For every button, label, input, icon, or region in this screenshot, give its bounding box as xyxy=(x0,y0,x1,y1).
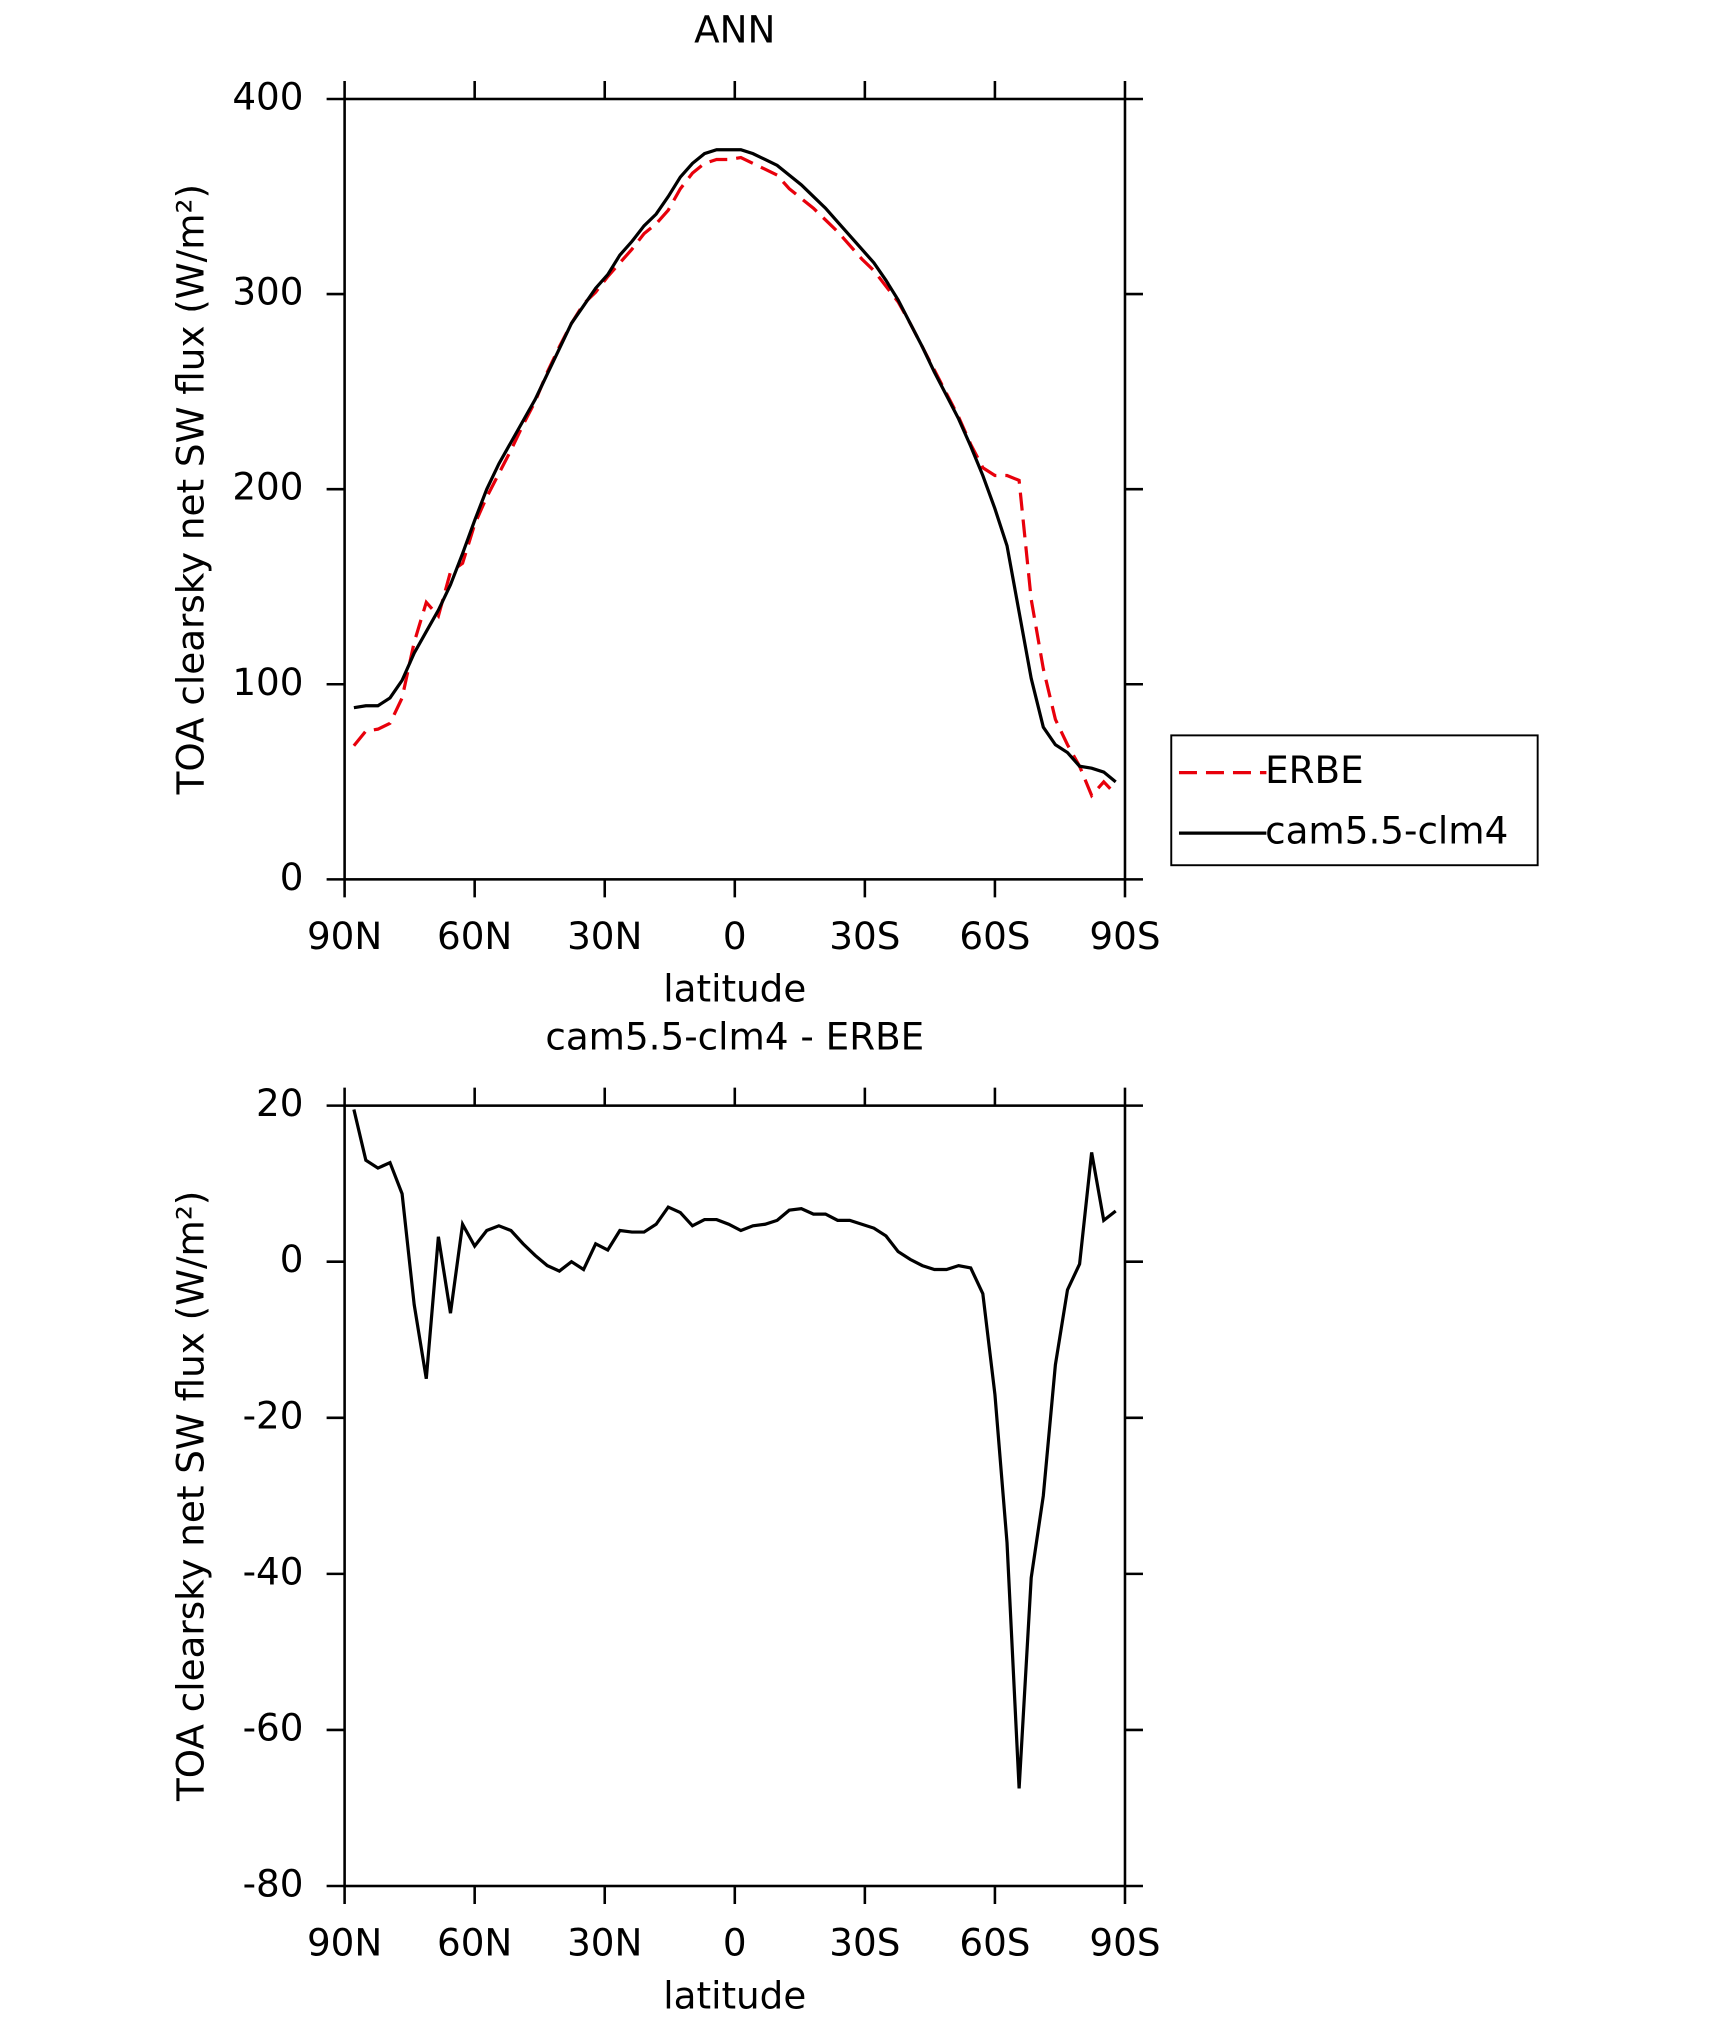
x-tick-label: 90N xyxy=(307,1921,382,1965)
x-tick-label: 60S xyxy=(959,1921,1030,1965)
y-tick-label: 0 xyxy=(280,1237,304,1281)
plot-frame xyxy=(343,97,1127,881)
y-tick-label: -60 xyxy=(243,1705,304,1749)
x-tick-label: 30S xyxy=(829,914,900,958)
y-tick-label: 400 xyxy=(232,74,303,118)
y-tick-label: 20 xyxy=(256,1081,303,1125)
y-tick-label: 300 xyxy=(232,270,303,314)
x-tick-label: 90N xyxy=(307,914,382,958)
y-tick-label: 200 xyxy=(232,465,303,509)
legend-label: cam5.5-clm4 xyxy=(1265,809,1508,853)
x-tick-label: 30N xyxy=(567,914,642,958)
x-tick-label: 30N xyxy=(567,1921,642,1965)
y-axis-label: TOA clearsky net SW flux (W/m²) xyxy=(168,1191,212,1802)
chart-title: ANN xyxy=(694,8,775,52)
data-line xyxy=(352,1109,1117,1789)
x-tick-label: 60N xyxy=(437,914,512,958)
x-axis-label: latitude xyxy=(663,967,806,1011)
x-tick-label: 30S xyxy=(829,1921,900,1965)
y-tick-label: -20 xyxy=(243,1393,304,1437)
chart-title: cam5.5-clm4 - ERBE xyxy=(545,1014,924,1058)
x-tick-label: 0 xyxy=(723,914,747,958)
x-tick-label: 90S xyxy=(1089,1921,1160,1965)
y-axis-label: TOA clearsky net SW flux (W/m²) xyxy=(168,184,212,795)
x-tick-label: 60N xyxy=(437,1921,512,1965)
x-tick-label: 60S xyxy=(959,914,1030,958)
data-line xyxy=(353,148,1117,784)
y-tick-label: 0 xyxy=(280,855,304,899)
y-tick-label: -40 xyxy=(243,1549,304,1593)
legend-box xyxy=(1170,734,1539,867)
x-axis-label: latitude xyxy=(663,1973,806,2017)
x-tick-label: 0 xyxy=(723,1921,747,1965)
y-tick-label: -80 xyxy=(243,1862,304,1906)
legend-label: ERBE xyxy=(1265,748,1364,792)
x-tick-label: 90S xyxy=(1089,914,1160,958)
data-line xyxy=(352,155,1117,799)
y-tick-label: 100 xyxy=(232,660,303,704)
